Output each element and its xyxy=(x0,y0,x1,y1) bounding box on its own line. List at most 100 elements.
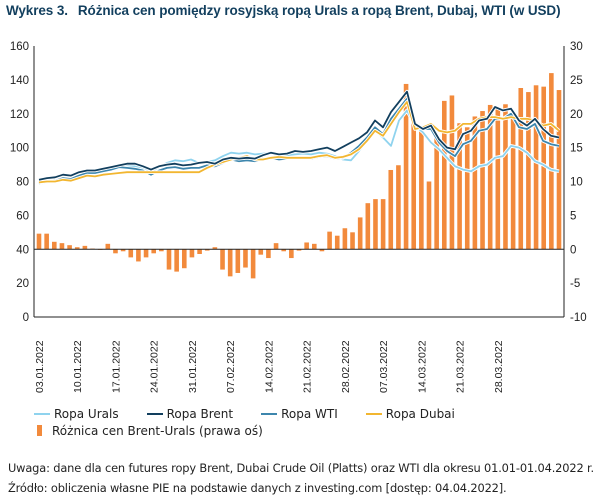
bar xyxy=(533,85,539,250)
left-tick-label: 40 xyxy=(16,244,29,256)
bar xyxy=(243,249,248,268)
bar xyxy=(388,169,394,250)
bar xyxy=(289,249,294,259)
bar xyxy=(449,95,455,250)
bar xyxy=(44,233,49,250)
chart-title: Wykres 3. Różnica cen pomiędzy rosyjską r… xyxy=(6,3,561,18)
note-uwaga: Uwaga: dane dla cen futures ropy Brent, … xyxy=(8,461,594,475)
bar xyxy=(296,249,302,251)
bar xyxy=(113,249,118,254)
bar xyxy=(166,249,172,270)
bar xyxy=(51,241,57,250)
bar xyxy=(212,247,218,250)
bar xyxy=(357,217,363,250)
left-tick-label: 60 xyxy=(16,210,29,222)
legend-swatch-urals xyxy=(34,412,50,415)
x-tick-label: 17.01.2022 xyxy=(110,340,122,393)
bar xyxy=(549,73,554,250)
left-tick-label: 120 xyxy=(10,109,29,121)
left-tick-label: 80 xyxy=(16,177,29,189)
axes: 0 20 40 60 80 100 120 140 160 -10 -5 0 5 10 15 20 25 30 03… xyxy=(10,41,587,393)
bar xyxy=(304,242,309,250)
bar xyxy=(120,249,126,252)
x-tick-label: 07.02.2022 xyxy=(225,340,237,393)
bar xyxy=(457,123,462,250)
right-tick-label: 25 xyxy=(570,75,583,87)
legend-item-brent: Ropa Brent xyxy=(146,406,234,421)
legend-swatch-spread xyxy=(37,425,42,436)
legend-label: Ropa Brent xyxy=(166,406,234,421)
bar xyxy=(136,249,141,262)
bar xyxy=(487,104,493,250)
chart-number: Wykres 3. xyxy=(6,3,68,18)
bar xyxy=(541,86,547,250)
chart: 0 20 40 60 80 100 120 140 160 -10 -5 0 5 10 15 20 25 30 03… xyxy=(10,41,587,393)
chart-title-text: Różnica cen pomiędzy rosyjską ropą Urals… xyxy=(77,3,561,18)
x-tick-label: 21.03.2022 xyxy=(455,340,467,393)
right-tick-label: 15 xyxy=(570,143,583,155)
x-tick-label: 14.02.2022 xyxy=(263,340,275,393)
bar xyxy=(189,249,195,258)
right-tick-label: -5 xyxy=(570,278,580,290)
left-tick-label: 140 xyxy=(10,75,29,87)
x-tick-label: 28.03.2022 xyxy=(493,340,505,393)
legend-label: Różnica cen Brent-Urals (prawa oś) xyxy=(52,423,263,438)
bar xyxy=(174,249,179,272)
legend-swatch-brent xyxy=(146,412,163,415)
legend-item-wti: Ropa WTI xyxy=(261,407,338,421)
left-tick-label: 20 xyxy=(16,278,29,290)
bar xyxy=(59,243,65,250)
x-tick-label: 24.01.2022 xyxy=(149,340,161,393)
bar xyxy=(441,100,447,250)
bar xyxy=(403,83,409,250)
x-tick-label: 21.02.2022 xyxy=(302,340,314,393)
legend-swatch-wti xyxy=(261,412,278,415)
bar xyxy=(503,104,508,250)
x-tick-label: 07.03.2022 xyxy=(378,340,390,393)
bar xyxy=(350,232,355,250)
bar xyxy=(159,249,164,252)
bar xyxy=(526,92,531,250)
bar xyxy=(181,249,187,269)
note-source: Źródło: obliczenia własne PIE na podstaw… xyxy=(8,481,507,495)
bar xyxy=(380,199,386,250)
bar xyxy=(67,245,72,250)
bar xyxy=(319,249,325,252)
bar xyxy=(334,235,340,250)
x-tick-label: 28.02.2022 xyxy=(340,340,352,393)
left-tick-label: 0 xyxy=(23,312,29,324)
bar xyxy=(464,127,470,250)
bar xyxy=(36,233,42,250)
line-ropa-brent xyxy=(38,90,560,181)
bar xyxy=(197,249,202,254)
bar xyxy=(235,249,241,273)
right-tick-label: 10 xyxy=(570,177,583,189)
bar xyxy=(480,111,485,250)
bar xyxy=(143,249,149,258)
bar xyxy=(327,231,332,250)
bar xyxy=(419,128,424,250)
bar xyxy=(434,138,439,250)
bar xyxy=(495,108,501,250)
right-tick-label: 0 xyxy=(570,244,576,256)
bar xyxy=(250,249,256,279)
bar xyxy=(220,249,225,270)
bar xyxy=(105,243,111,250)
bar xyxy=(510,113,516,250)
bar xyxy=(204,249,210,251)
legend: Ropa Urals Ropa Brent Ropa WTI Ropa Duba… xyxy=(34,405,483,439)
bar xyxy=(258,249,264,255)
bar xyxy=(128,249,134,258)
x-tick-label: 31.01.2022 xyxy=(187,340,199,393)
left-tick-label: 100 xyxy=(10,143,29,155)
x-tick-label: 10.01.2022 xyxy=(72,340,84,393)
bar xyxy=(311,243,317,250)
bar xyxy=(227,249,233,277)
bar xyxy=(273,243,279,250)
right-tick-label: 5 xyxy=(570,210,576,222)
bar xyxy=(396,165,401,250)
line-ropa-dubai xyxy=(38,101,560,184)
right-tick-label: -10 xyxy=(570,312,587,324)
bar xyxy=(518,88,524,250)
bar xyxy=(266,249,271,259)
